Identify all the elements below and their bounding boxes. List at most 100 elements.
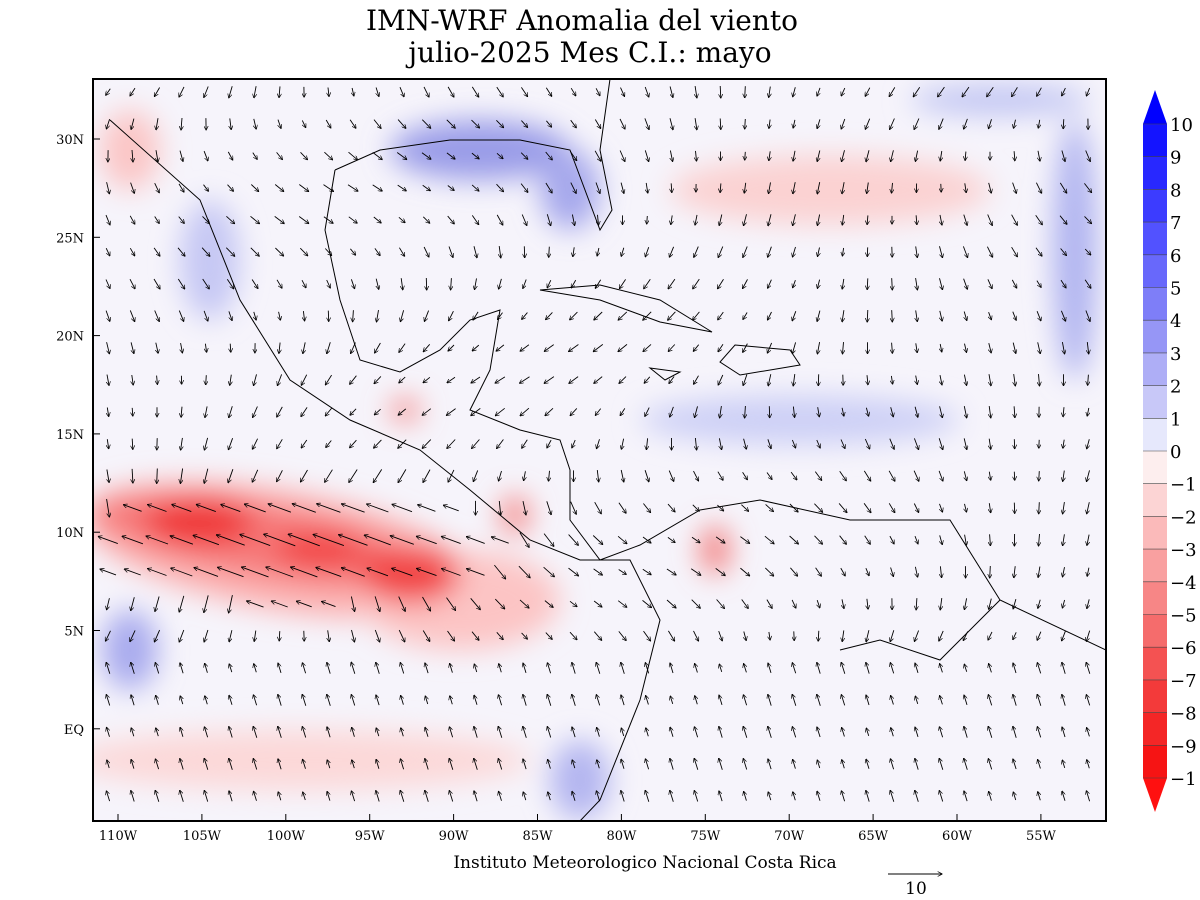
- wind-vector: [645, 663, 650, 674]
- wind-vector: [1037, 727, 1042, 738]
- wind-vector: [839, 470, 847, 481]
- wind-vector: [767, 342, 773, 353]
- wind-vector: [129, 310, 134, 321]
- wind-vector: [474, 664, 476, 673]
- wind-vector: [474, 758, 478, 770]
- wind-vector: [964, 726, 968, 738]
- wind-vector: [693, 470, 699, 481]
- wind-vector: [278, 119, 281, 129]
- wind-vector: [131, 597, 135, 610]
- colorbar-label: −8: [1170, 704, 1197, 725]
- wind-vector: [497, 439, 504, 449]
- wind-vector: [642, 536, 651, 543]
- wind-vector: [254, 118, 256, 129]
- wind-vector: [569, 600, 577, 606]
- wind-vector: [740, 536, 749, 544]
- wind-vector: [400, 790, 405, 802]
- wind-vector: [1038, 566, 1040, 578]
- wind-vector: [1060, 279, 1066, 288]
- wind-vector: [374, 439, 382, 448]
- wind-vector: [719, 695, 723, 706]
- wind-vector: [323, 216, 333, 224]
- wind-vector: [254, 791, 257, 801]
- wind-vector: [913, 86, 921, 97]
- wind-vector: [691, 599, 701, 609]
- wind-vector: [425, 663, 429, 674]
- wind-vector: [841, 695, 846, 706]
- wind-vector: [964, 758, 968, 770]
- wind-vector: [644, 278, 651, 289]
- wind-vector: [1087, 470, 1090, 481]
- wind-vector: [203, 310, 208, 321]
- wind-vector: [617, 535, 627, 543]
- wind-vector: [347, 184, 358, 191]
- wind-vector: [398, 408, 407, 415]
- wind-vector: [642, 600, 652, 607]
- wind-vector: [254, 311, 256, 320]
- wind-vector: [916, 215, 917, 224]
- wind-vector: [769, 182, 771, 193]
- lon-axis: 110W 105W 100W 95W 90W 85W 80W 75W 70W 65W 60W 55W: [99, 814, 1056, 844]
- wind-vector: [793, 87, 796, 97]
- wind-vector: [520, 152, 528, 160]
- wind-vector: [621, 247, 624, 257]
- wind-vector: [274, 216, 285, 223]
- wind-vector: [301, 469, 308, 482]
- wind-vector: [1014, 151, 1015, 161]
- wind-vector: [817, 342, 819, 354]
- wind-vector: [494, 598, 504, 609]
- wind-vector: [278, 792, 281, 801]
- wind-vector: [156, 150, 158, 162]
- wind-vector: [965, 343, 967, 353]
- wind-vector: [743, 374, 748, 386]
- wind-vector: [522, 501, 526, 515]
- wind-vector: [916, 246, 918, 257]
- wind-vector: [399, 247, 404, 257]
- wind-vector: [447, 86, 454, 97]
- wind-vector: [399, 343, 406, 353]
- wind-vector: [204, 595, 209, 612]
- wind-vector: [695, 214, 697, 225]
- wind-vector: [252, 469, 259, 482]
- wind-vector: [965, 151, 966, 161]
- wind-vector: [989, 182, 992, 193]
- wind-vector: [399, 376, 406, 383]
- wind-vector: [204, 790, 209, 802]
- wind-vector: [571, 279, 577, 288]
- wind-vector: [990, 534, 991, 545]
- wind-vector: [964, 311, 967, 321]
- wind-vector: [964, 438, 967, 449]
- wind-vector: [549, 470, 550, 481]
- wind-vector: [889, 535, 894, 544]
- wind-vector: [216, 535, 245, 546]
- wind-vector: [179, 150, 183, 162]
- wind-vector: [491, 537, 509, 544]
- wind-vector: [421, 152, 431, 160]
- wind-vector: [523, 792, 526, 801]
- wind-vector: [817, 87, 820, 96]
- wind-vector: [593, 600, 602, 607]
- wind-vector: [666, 568, 676, 575]
- wind-vector: [367, 504, 389, 513]
- wind-vector: [401, 728, 404, 737]
- wind-vector: [105, 279, 110, 289]
- wind-vector: [768, 792, 771, 801]
- wind-vector: [817, 791, 821, 801]
- wind-vector: [471, 631, 479, 641]
- wind-vector: [203, 150, 208, 161]
- wind-vector: [316, 567, 342, 578]
- wind-vector: [618, 344, 628, 351]
- wind-vector: [1035, 214, 1043, 225]
- colorbar-label: 9: [1170, 148, 1181, 169]
- wind-vector: [106, 118, 111, 129]
- wind-vector: [645, 247, 650, 257]
- wind-vector: [818, 407, 820, 417]
- colorbar-label: 0: [1170, 442, 1181, 463]
- wind-vector: [106, 695, 111, 706]
- wind-vector: [669, 246, 675, 257]
- wind-vector: [743, 759, 748, 770]
- wind-vector: [646, 728, 649, 737]
- colorbar-box: [1143, 679, 1167, 713]
- wind-vector: [275, 247, 283, 256]
- wind-vector: [401, 695, 404, 705]
